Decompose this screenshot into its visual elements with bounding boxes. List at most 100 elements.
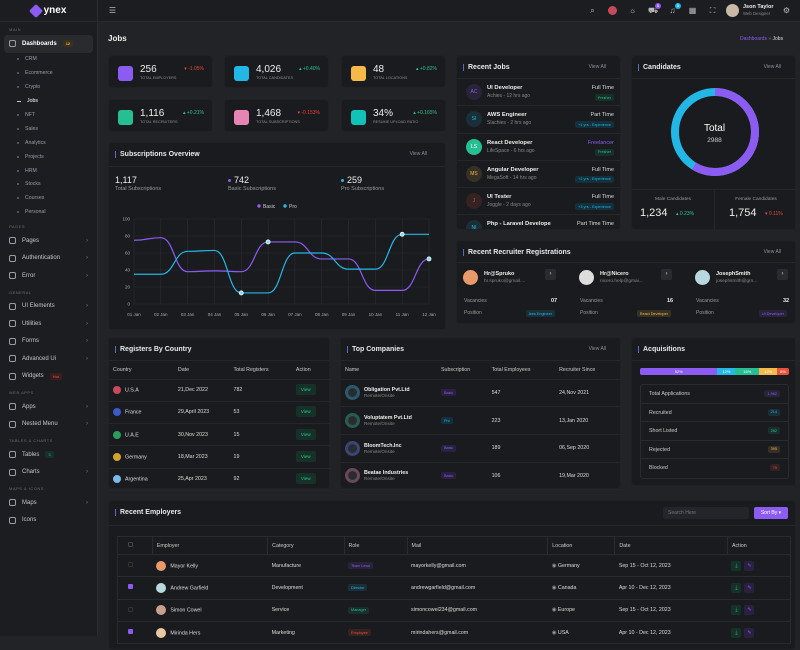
employer-avatar	[156, 628, 166, 638]
sidebar-subitem-crm[interactable]: CRM	[0, 53, 97, 67]
breadcrumb-dashboards[interactable]: Dashboards	[740, 36, 767, 42]
edit-icon[interactable]: ✎	[744, 628, 754, 638]
cart-icon[interactable]: ⛟5	[648, 6, 657, 15]
view-all-button[interactable]: View All	[589, 64, 606, 70]
sidebar-subitem-crypto[interactable]: Crypto	[0, 80, 97, 94]
sidebar-item-authentication[interactable]: Authentication›	[0, 250, 97, 268]
card-title: Subscriptions Overview	[115, 151, 200, 158]
user-name[interactable]: Json Taylor	[743, 4, 773, 10]
acquisition-value: 395	[768, 446, 780, 453]
row-checkbox[interactable]	[128, 629, 133, 634]
recruiter-since: 24,Nov 2021	[559, 379, 622, 407]
download-icon[interactable]: ⤓	[731, 605, 741, 615]
employer-mail: mayorkelly@gmail.com	[407, 555, 548, 577]
download-icon[interactable]: ⤓	[731, 561, 741, 571]
view-all-button[interactable]: View All	[410, 151, 427, 157]
sidebar-subitem-stocks[interactable]: Stocks	[0, 178, 97, 192]
recruiter-arrow-button[interactable]: ›	[661, 269, 672, 280]
avatar[interactable]	[726, 4, 739, 17]
recruiter-email: nicero.help@gmai...	[600, 279, 643, 284]
row-checkbox[interactable]	[128, 584, 133, 589]
sidebar-item-label: Charts	[22, 469, 40, 475]
apps-grid-icon[interactable]: ▦	[688, 6, 697, 15]
view-all-button[interactable]: View All	[764, 249, 781, 255]
view-all-button[interactable]: View All	[589, 346, 606, 352]
row-checkbox[interactable]	[128, 607, 133, 612]
sidebar-subitem-ecommerce[interactable]: Ecommerce	[0, 66, 97, 80]
sidebar-item-forms[interactable]: Forms›	[0, 333, 97, 351]
settings-gear-icon[interactable]: ⚙	[782, 6, 791, 15]
sidebar-item-utilities[interactable]: Utilities›	[0, 315, 97, 333]
x-tick-label: 08 Jan	[315, 312, 329, 317]
view-button[interactable]: View	[296, 473, 316, 484]
experience-badge: +1 yrs - Experience	[575, 121, 614, 128]
employer-avatar	[156, 561, 166, 571]
sidebar-subitem-nft[interactable]: NFT	[0, 108, 97, 122]
row-checkbox[interactable]	[128, 562, 133, 567]
logo[interactable]: ynex	[0, 0, 97, 22]
download-icon[interactable]: ⤓	[731, 628, 741, 638]
sun-icon[interactable]: ☼	[628, 6, 637, 15]
country-name: U.A.E	[125, 432, 139, 438]
view-button[interactable]: View	[296, 384, 316, 395]
column-header: Subscription	[441, 361, 492, 379]
fullscreen-icon[interactable]: ⛶	[708, 6, 717, 15]
sidebar-item-charts[interactable]: Charts›	[0, 464, 97, 482]
sidebar-subitem-personal[interactable]: Personal	[0, 205, 97, 219]
stat-label: TOTAL CANDIDATES	[256, 76, 293, 80]
sidebar-item-pages[interactable]: Pages›	[0, 232, 97, 250]
view-button[interactable]: View	[296, 451, 316, 462]
edit-icon[interactable]: ✎	[744, 605, 754, 615]
sidebar-item-maps[interactable]: Maps›	[0, 494, 97, 512]
view-all-button[interactable]: View All	[764, 64, 781, 70]
view-button[interactable]: View	[296, 429, 316, 440]
bell-icon[interactable]: ♫5	[668, 6, 677, 15]
recruiter-arrow-button[interactable]: ›	[777, 269, 788, 280]
series-line-basic	[134, 238, 429, 291]
view-button[interactable]: View	[296, 406, 316, 417]
recruiter-since: 06,Sep 2020	[559, 434, 622, 462]
sidebar-subitem-sales[interactable]: Sales	[0, 122, 97, 136]
sidebar-subitem-projects[interactable]: Projects	[0, 150, 97, 164]
sidebar-item-icons[interactable]: Icons	[0, 512, 97, 530]
sidebar-item-apps[interactable]: Apps›	[0, 398, 97, 416]
subscription-badge: Basic	[441, 445, 456, 452]
sidebar-item-nested-menu[interactable]: Nested Menu›	[0, 416, 97, 434]
edit-icon[interactable]: ✎	[744, 583, 754, 593]
female-candidates-value: 1,754	[729, 207, 757, 219]
sidebar-subitem-hrm[interactable]: HRM	[0, 164, 97, 178]
y-tick-label: 0	[127, 302, 130, 307]
recruiter-arrow-button[interactable]: ›	[545, 269, 556, 280]
sidebar-item-advanced-ui[interactable]: Advanced Ui›	[0, 350, 97, 368]
sidebar-subitem-courses[interactable]: Courses	[0, 191, 97, 205]
country-name: France	[125, 410, 142, 416]
sidebar-subitem-analytics[interactable]: Analytics	[0, 136, 97, 150]
sidebar-subitem-jobs[interactable]: Jobs	[0, 94, 97, 108]
edit-icon[interactable]: ✎	[744, 561, 754, 571]
us-flag-icon[interactable]	[608, 6, 617, 15]
job-title: UI Tester	[487, 194, 511, 200]
stat-value: 256	[140, 64, 157, 75]
breadcrumb-current: Jobs	[773, 36, 784, 42]
sidebar-item-error[interactable]: Error›	[0, 267, 97, 285]
select-all-checkbox[interactable]	[128, 542, 133, 547]
x-tick-label: 04 Jan	[208, 312, 222, 317]
employer-date: Sep 15 - Oct 12, 2023	[615, 555, 728, 577]
employer-search-input[interactable]	[663, 507, 749, 519]
search-icon[interactable]: ⌕	[588, 6, 597, 15]
sort-by-button[interactable]: Sort By ▾	[754, 507, 788, 519]
menu-toggle-icon[interactable]: ☰	[108, 6, 117, 15]
chevron-right-icon: ›	[86, 356, 88, 362]
column-header: Action	[296, 361, 331, 379]
sidebar-item-ui-elements[interactable]: UI Elements›	[0, 298, 97, 316]
download-icon[interactable]: ⤓	[731, 583, 741, 593]
